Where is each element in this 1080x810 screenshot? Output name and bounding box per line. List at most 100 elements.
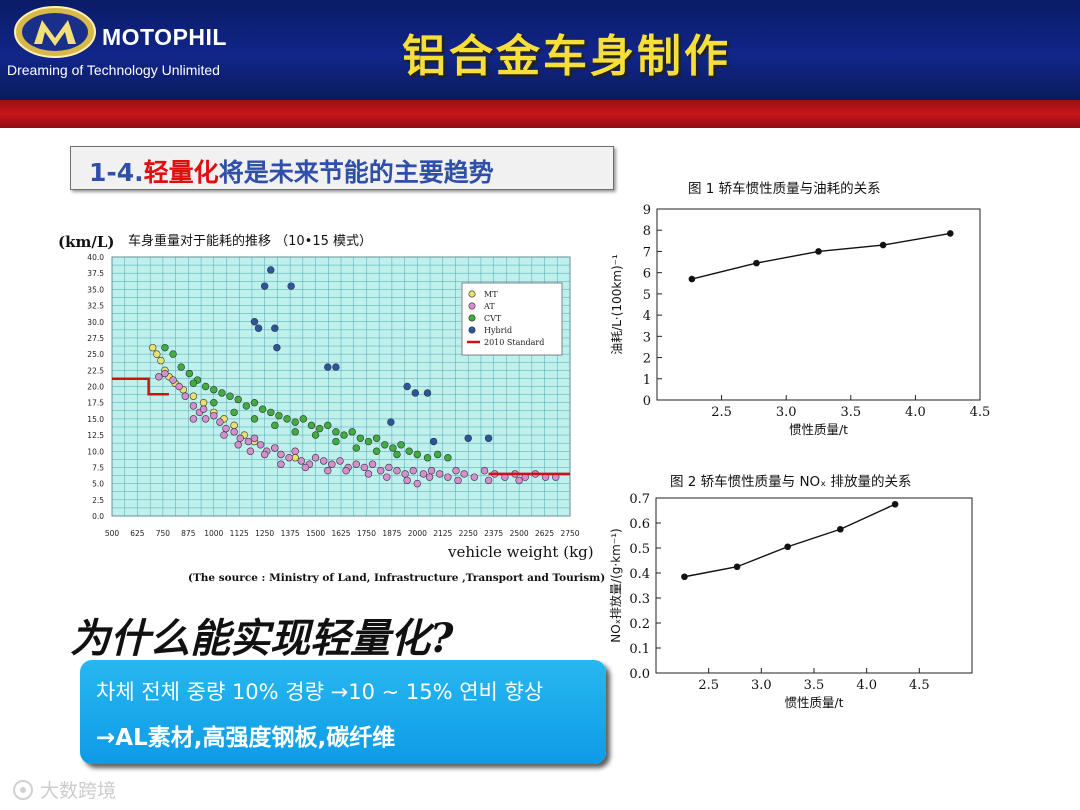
y-tick-label: 30.0 — [87, 318, 104, 327]
subtitle-highlight: 轻量化 — [143, 158, 219, 187]
data-point — [291, 428, 299, 436]
nox-title: 图 2 轿车惯性质量与 NOₓ 排放量的关系 — [670, 473, 911, 490]
data-point — [411, 389, 419, 397]
data-point — [423, 389, 432, 397]
data-point — [879, 241, 887, 249]
data-point — [216, 418, 224, 426]
x-tick-label: 1000 — [204, 529, 223, 538]
data-point — [291, 418, 299, 426]
data-point — [352, 460, 360, 468]
data-point — [393, 466, 401, 475]
data-point — [815, 248, 822, 255]
data-point — [405, 447, 413, 455]
data-point — [681, 573, 688, 581]
data-point — [210, 411, 218, 420]
data-point — [250, 415, 259, 423]
data-point — [260, 450, 269, 459]
data-point — [267, 266, 275, 274]
x-tick-label: 1875 — [382, 529, 401, 538]
data-point — [342, 466, 350, 475]
x-tick-label: 1750 — [357, 529, 376, 538]
data-point — [385, 463, 393, 472]
data-point — [189, 402, 198, 410]
data-point — [189, 415, 198, 423]
data-point — [356, 434, 365, 443]
nox-frame — [655, 497, 973, 674]
data-point — [185, 369, 194, 378]
data-point — [271, 324, 279, 332]
data-point — [189, 392, 198, 400]
data-point — [291, 447, 299, 455]
data-point — [401, 470, 409, 478]
watermark-icon — [13, 780, 33, 800]
watermark: 大数跨境 — [13, 780, 116, 802]
y-tick-label: 0.7 — [629, 492, 650, 507]
x-tick-label: 3.0 — [751, 678, 772, 693]
data-point — [429, 437, 438, 446]
data-point — [230, 428, 238, 436]
data-point — [372, 447, 381, 455]
data-point — [376, 466, 385, 475]
data-point — [427, 466, 436, 475]
y-unit-label: (km/L) — [58, 233, 114, 251]
data-point — [470, 473, 479, 481]
data-point — [267, 408, 275, 417]
y-tick-label: 4 — [643, 309, 651, 324]
data-point — [244, 437, 253, 446]
data-point — [340, 431, 348, 439]
data-point — [324, 363, 332, 371]
data-point — [368, 460, 377, 468]
y-tick-label: 2.5 — [92, 496, 104, 505]
data-point — [452, 466, 460, 475]
data-point — [425, 473, 434, 481]
subtitle: 1-4.轻量化将是未来节能的主要趋势 — [89, 153, 494, 189]
y-tick-label: 17.5 — [87, 399, 104, 408]
data-point — [352, 444, 360, 452]
legend: MT AT CVT Hybrid 2010 Standard — [461, 282, 563, 356]
data-point — [433, 450, 442, 459]
x-tick-label: 750 — [156, 529, 171, 538]
y-tick-label: 37.5 — [87, 269, 104, 278]
data-point — [254, 324, 263, 332]
y-tick-label: 0.2 — [629, 617, 650, 632]
x-tick-label: 4.0 — [905, 405, 926, 420]
data-point — [155, 373, 163, 381]
motophil-logo — [14, 6, 96, 58]
legend-label: 2010 Standard — [484, 338, 544, 347]
data-point — [246, 447, 255, 455]
legend-label: AT — [483, 302, 495, 311]
y-tick-label: 9 — [643, 203, 651, 218]
data-point — [181, 392, 189, 400]
line-chart-nox: 图 2 轿车惯性质量与 NOₓ 排放量的关系 0.0 0.1 0.2 0.3 0.4 0.5… — [608, 473, 973, 710]
scatter-title: 车身重量对于能耗的推移 （10•15 模式） — [128, 233, 372, 249]
data-point — [226, 392, 234, 400]
data-point — [271, 444, 279, 452]
data-point — [287, 282, 295, 290]
y-tick-label: 25.0 — [87, 350, 104, 359]
answer-box: 차체 전체 중량 10% 경량 →10 ~ 15% 연비 향상 →AL素材,高强… — [80, 660, 606, 764]
y-tick-label: 27.5 — [87, 334, 104, 343]
data-point — [271, 421, 279, 430]
data-point — [236, 434, 244, 443]
data-point — [423, 454, 432, 462]
data-point — [328, 460, 336, 468]
x-tick-label: 2000 — [408, 529, 427, 538]
x-tick-label: 625 — [130, 529, 145, 538]
watermark-text: 大数跨境 — [40, 780, 116, 802]
data-point — [515, 476, 523, 485]
data-point — [413, 479, 422, 488]
data-point — [234, 441, 242, 449]
data-point — [210, 386, 218, 394]
y-tick-label: 5 — [643, 288, 651, 303]
fuel-y-label: 油耗/L·(100km)⁻¹ — [610, 254, 624, 355]
x-tick-label: 2250 — [459, 529, 478, 538]
series-hybrid — [250, 266, 493, 446]
scatter-chart: (km/L) 车身重量对于能耗的推移 （10•15 模式） 0.0 2.5 5.0 7.5… — [58, 233, 605, 584]
nox-x-label: 惯性质量/t — [784, 695, 843, 710]
data-point — [319, 457, 328, 465]
x-tick-label: 2500 — [510, 529, 529, 538]
data-point — [169, 350, 177, 358]
x-tick-label: 4.5 — [970, 405, 991, 420]
y-tick-label: 2 — [643, 352, 651, 367]
data-point — [409, 466, 417, 475]
